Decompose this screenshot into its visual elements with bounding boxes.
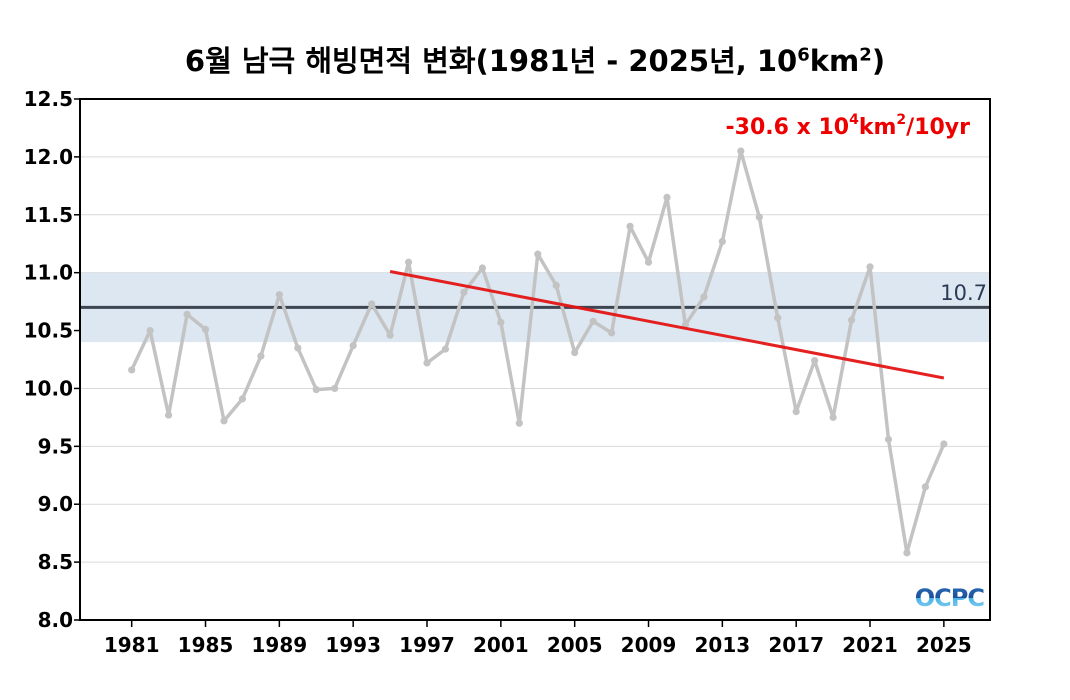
data-point [534,250,542,258]
data-point [792,408,800,416]
data-point [441,345,450,353]
y-tick-label: 10.0 [24,376,73,400]
data-point [275,291,283,299]
data-point [626,222,634,230]
x-tick-label: 2025 [916,633,972,657]
data-point [183,310,191,318]
data-point [903,549,911,557]
data-point [589,317,597,325]
data-point [312,386,320,394]
x-tick-label: 2021 [842,633,898,657]
data-point [404,258,413,266]
x-tick-label: 2005 [547,633,603,657]
x-tick-label: 2009 [621,633,677,657]
ocpc-logo: OCPC [915,584,986,612]
mean-label: 10.7 [940,281,987,305]
data-point [257,352,265,360]
trend-label: -30.6 x 104km2/10yr [726,112,971,140]
data-point [165,411,173,419]
chart-title: 6월 남극 해빙면적 변화(1981년 - 2025년, 106km2) [184,44,886,78]
data-point [128,366,136,374]
data-point [460,288,468,296]
data-point [478,264,486,272]
axis-layer: 8.0 8.5 9.0 9.5 10.0 10.5 11.0 11.5 12.0 12.5 1981… [24,87,991,657]
data-point [146,326,154,335]
plot-frame [79,98,991,621]
x-tick-label: 1993 [325,633,381,657]
data-point [331,384,339,393]
x-tick-label: 2001 [473,633,529,657]
y-tick-label: 11.0 [24,261,73,285]
data-point [811,357,819,365]
y-tick-label: 8.5 [38,550,73,574]
data-point [755,213,763,221]
data-point [368,300,376,308]
data-point [571,348,579,357]
data-point [349,342,357,350]
data-point [737,147,745,155]
series-layer [128,147,948,557]
data-point [866,263,874,271]
y-tick-label: 12.0 [24,145,73,169]
x-tick-label: 1989 [252,633,308,657]
trend-line [389,270,945,380]
y-tick-label: 10.5 [24,319,73,343]
x-tick-label: 1985 [178,633,234,657]
data-point [940,440,948,448]
x-tick-label: 2017 [768,633,824,657]
ocpc-logo-text: OCPC [915,584,985,612]
y-tick-label: 11.5 [24,203,73,227]
data-point [423,359,431,367]
data-point [238,395,247,403]
x-tick-label: 1997 [399,633,455,657]
data-point [700,293,708,301]
y-tick-label: 9.5 [38,434,73,458]
data-point [774,314,782,322]
series-line [130,149,946,555]
y-tick-label: 8.0 [38,608,73,632]
trend-layer [389,270,945,380]
data-point [663,193,671,202]
data-point [847,316,856,324]
band-layer [80,272,990,343]
data-point [718,237,726,246]
x-tick-label: 2013 [695,633,751,657]
data-point [220,417,228,425]
data-point [201,325,210,333]
data-point [921,483,929,491]
data-point [644,258,653,266]
data-point [552,281,560,290]
x-tick-label: 1981 [104,633,160,657]
data-point [829,413,837,421]
y-tick-label: 9.0 [38,492,73,516]
data-point [608,329,616,337]
data-point [497,318,505,327]
data-point [884,435,893,443]
data-point [386,331,394,339]
y-tick-label: 12.5 [24,87,73,111]
data-point [294,344,302,352]
data-point [515,419,523,427]
